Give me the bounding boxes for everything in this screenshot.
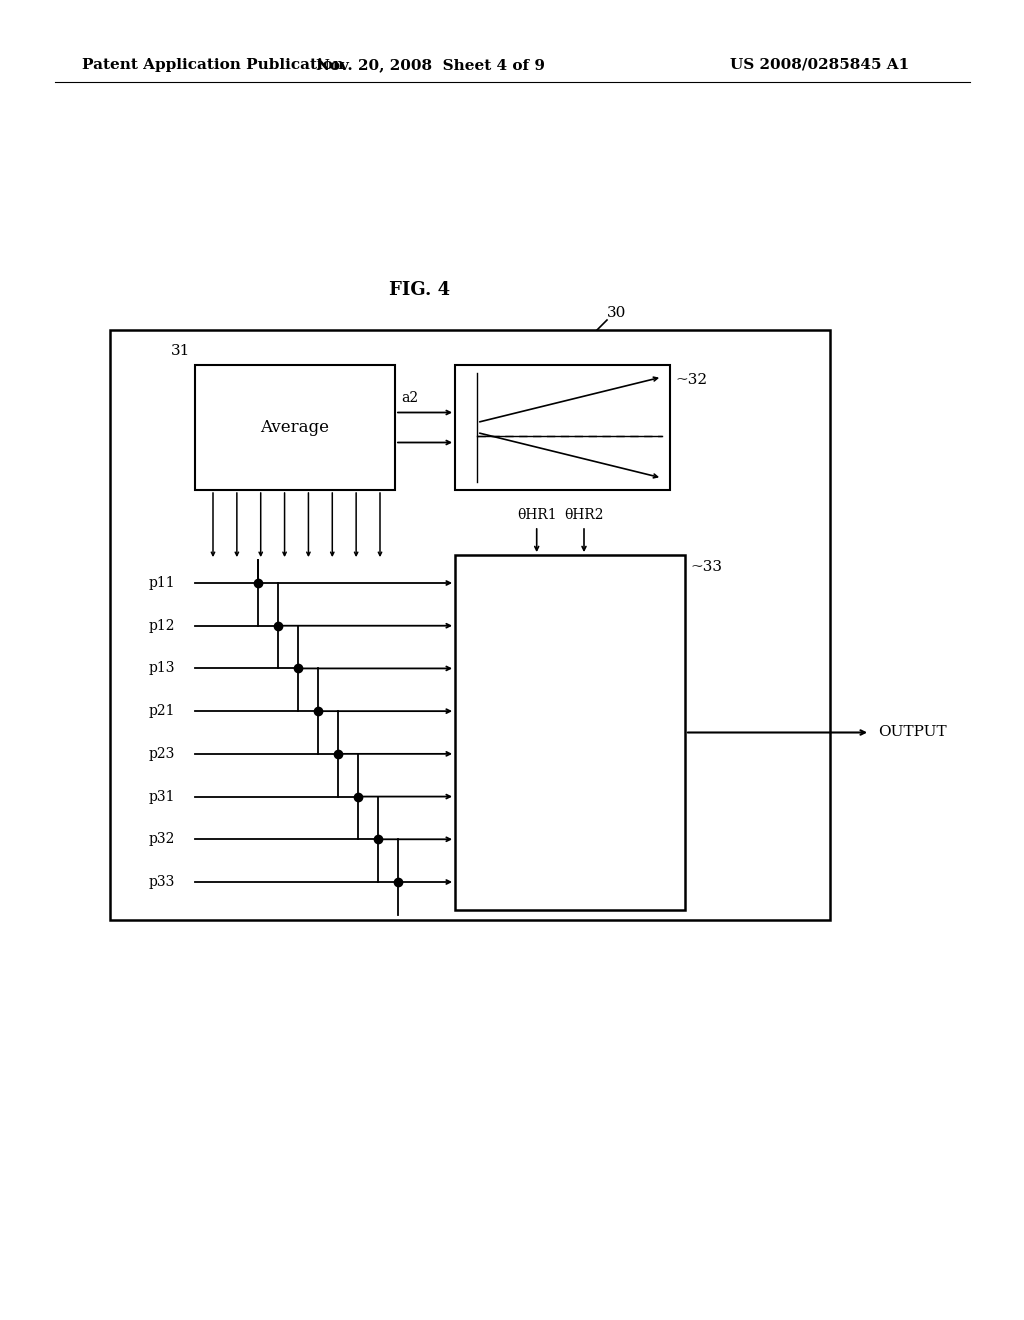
- Text: p11: p11: [148, 576, 175, 590]
- Text: p13: p13: [148, 661, 175, 676]
- Bar: [195, 366, 395, 490]
- Text: US 2008/0285845 A1: US 2008/0285845 A1: [730, 58, 909, 73]
- Text: 31: 31: [171, 345, 190, 358]
- Text: Average: Average: [260, 418, 330, 436]
- Bar: [455, 366, 670, 490]
- Bar: [110, 330, 830, 920]
- Text: FIG. 4: FIG. 4: [389, 281, 451, 300]
- Text: θHR2: θHR2: [564, 508, 604, 521]
- Text: p12: p12: [148, 619, 175, 632]
- Text: θHR1: θHR1: [517, 508, 556, 521]
- Text: p31: p31: [148, 789, 175, 804]
- Text: Nov. 20, 2008  Sheet 4 of 9: Nov. 20, 2008 Sheet 4 of 9: [315, 58, 545, 73]
- Text: p32: p32: [148, 833, 175, 846]
- Text: ~33: ~33: [690, 560, 722, 574]
- Text: Patent Application Publication: Patent Application Publication: [82, 58, 344, 73]
- Text: p23: p23: [148, 747, 175, 760]
- Text: a2: a2: [401, 391, 419, 404]
- Text: p33: p33: [148, 875, 175, 888]
- Text: ~32: ~32: [675, 374, 708, 387]
- Text: 30: 30: [607, 306, 627, 319]
- Text: p21: p21: [148, 704, 175, 718]
- Text: OUTPUT: OUTPUT: [878, 726, 946, 739]
- Bar: [455, 554, 685, 909]
